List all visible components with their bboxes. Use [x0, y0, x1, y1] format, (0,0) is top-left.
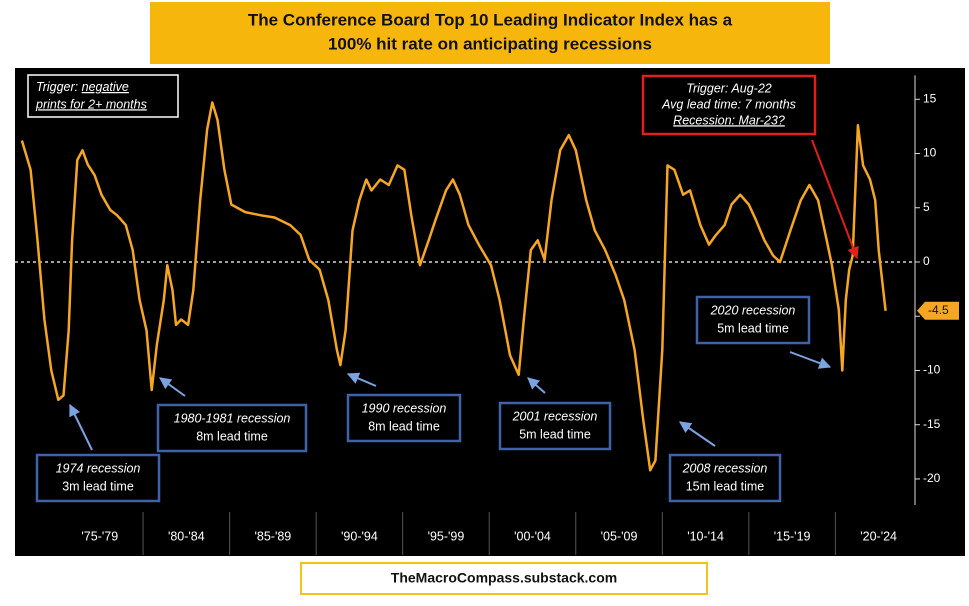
x-tick-label: '05-'09	[601, 529, 638, 543]
annotation: Trigger: negative	[36, 80, 129, 94]
y-tick-label: 10	[923, 146, 937, 160]
annotation-text: 1990 recession	[362, 401, 447, 415]
arrow	[811, 139, 859, 260]
line	[20, 101, 887, 472]
annotation-text: 15m lead time	[686, 479, 765, 493]
annotation-text: 1974 recession	[56, 461, 141, 475]
arrow	[346, 372, 377, 387]
y-tick-label: 5	[923, 200, 930, 214]
arrow	[159, 377, 186, 397]
x-tick-label: '20-'24	[860, 529, 897, 543]
last-value-label: -4.5	[928, 303, 949, 317]
annotation-text: prints for 2+ months	[35, 97, 147, 111]
annotation-text: 5m lead time	[519, 427, 591, 441]
y-tick-label: -20	[923, 471, 941, 485]
y-tick-label: -15	[923, 417, 941, 431]
y-tick-label: 15	[923, 91, 937, 105]
annotation-text: Avg lead time: 7 months	[661, 97, 796, 111]
x-tick-label: '00-'04	[514, 529, 551, 543]
annotation-box	[346, 393, 462, 443]
annotation-box	[641, 74, 817, 136]
arrow	[527, 377, 546, 394]
y-tick-label: -10	[923, 363, 941, 377]
annotation-text: Recession: Mar-23?	[673, 113, 785, 127]
x-tick-label: '90-'94	[341, 529, 378, 543]
x-tick-label: '10-'14	[687, 529, 724, 543]
chart-title: 100% hit rate on anticipating recessions	[328, 34, 652, 53]
plot-background	[15, 68, 965, 556]
annotation-box	[35, 453, 161, 503]
x-tick-label: '75-'79	[81, 529, 118, 543]
annotation-box	[668, 453, 782, 503]
y-tick-label: 0	[923, 254, 930, 268]
recession-notes: 1974 recession 3m lead time 1980-1981 rece…	[35, 295, 832, 503]
source-box	[300, 562, 708, 595]
chart-title: The Conference Board Top 10 Leading Indi…	[248, 10, 733, 29]
annotation-box	[695, 295, 811, 345]
x-tick-label: '15-'19	[774, 529, 811, 543]
x-tick-label: '80-'84	[168, 529, 205, 543]
plot: -20-15-10-5051015'75-'79'80-'84'85-'89'9…	[15, 75, 959, 555]
arrow	[679, 421, 716, 447]
annotation-text: 2020 recession	[710, 303, 796, 317]
annotation-text: 2008 recession	[682, 461, 768, 475]
annotation-text: 5m lead time	[717, 321, 789, 335]
annotation-text: 8m lead time	[196, 429, 268, 443]
last-value-tag	[917, 301, 959, 320]
source: TheMacroCompass.substack.com	[391, 570, 617, 586]
title-box	[150, 2, 830, 64]
x-tick-label: '85-'89	[255, 529, 292, 543]
annotation-text: negative	[82, 80, 129, 94]
annotation-text: 3m lead time	[62, 479, 134, 493]
annotation-box	[498, 401, 612, 451]
annotation-text: 1980-1981 recession	[174, 411, 291, 425]
annotation-text: 8m lead time	[368, 419, 440, 433]
annotation-text: Trigger:	[36, 80, 78, 94]
arrow	[69, 403, 93, 451]
arrow	[789, 351, 832, 369]
x-tick-label: '95-'99	[428, 529, 465, 543]
annotation-text: 2001 recession	[512, 409, 598, 423]
annotation-box	[27, 74, 179, 118]
annotation-text: Trigger: Aug-22	[686, 81, 772, 95]
annotation-box	[156, 403, 308, 453]
